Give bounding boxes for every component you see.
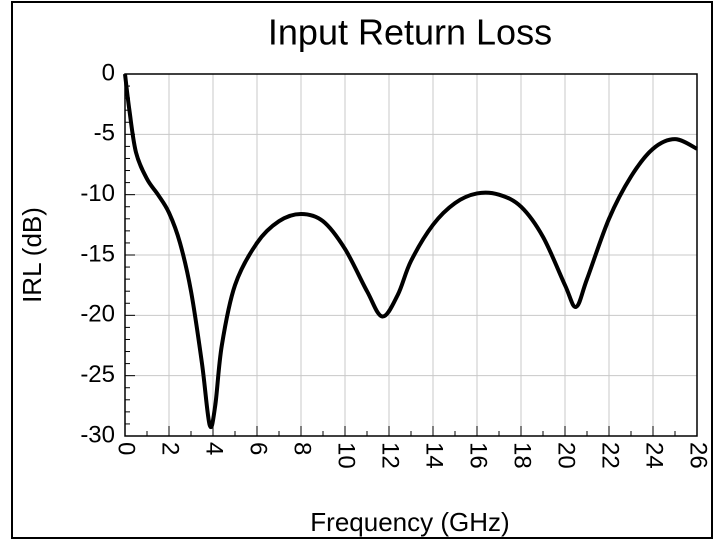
frame: [11, 1, 713, 539]
x-tick-label: 12: [377, 442, 404, 469]
y-tick-label: -25: [80, 361, 115, 388]
y-tick-label: -20: [80, 301, 115, 328]
y-tick-label: -15: [80, 240, 115, 267]
data-line: [123, 73, 698, 429]
x-tick-label: 10: [333, 442, 360, 469]
y-tick-label: -10: [80, 180, 115, 207]
x-tick-label: 2: [157, 442, 184, 455]
plot-area: [124, 73, 698, 437]
chart-title: Input Return Loss: [268, 12, 552, 53]
x-axis-label: Frequency (GHz): [310, 507, 509, 537]
x-tick-label: 24: [641, 442, 668, 469]
x-tick-label: 4: [201, 442, 228, 455]
x-tick-label: 20: [553, 442, 580, 469]
y-tick-label: -5: [94, 120, 115, 147]
x-tick-label: 14: [421, 442, 448, 469]
x-tick-label: 16: [465, 442, 492, 469]
x-tick-label: 26: [685, 442, 712, 469]
y-tick-label: -30: [80, 421, 115, 448]
y-axis-label: IRL (dB): [17, 207, 47, 303]
x-tick-label: 6: [245, 442, 272, 455]
y-tick-label: 0: [102, 59, 115, 86]
x-tick-label: 22: [597, 442, 624, 469]
x-tick-label: 18: [509, 442, 536, 469]
x-tick-label: 0: [113, 442, 140, 455]
x-tick-label: 8: [289, 442, 316, 455]
